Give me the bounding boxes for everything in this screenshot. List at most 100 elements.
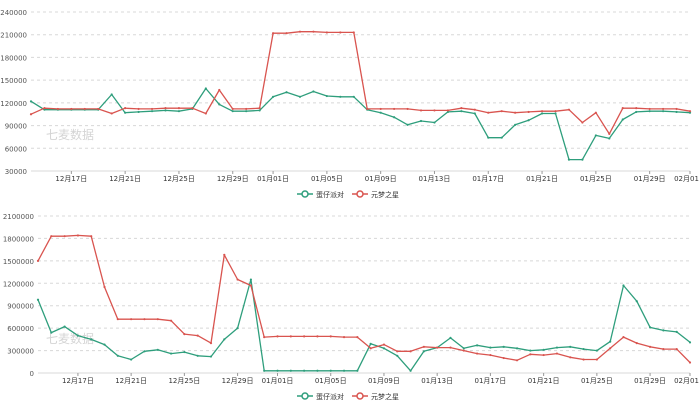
data-point [554,110,557,113]
data-point [316,335,319,338]
data-point [688,110,692,113]
data-point [567,108,571,111]
data-point [183,350,186,354]
data-point [103,285,106,289]
x-tick-label: 01月25日 [581,377,613,385]
data-point [514,123,517,126]
series-1 [29,87,692,161]
series-2 [36,234,692,364]
data-point [196,334,199,337]
data-point [29,100,33,103]
data-point [83,107,86,111]
data-point [460,110,463,113]
data-point [169,352,173,355]
data-point [177,107,181,110]
x-tick-label: 01月13日 [419,175,451,183]
data-point [594,111,597,114]
data-point [476,344,479,347]
y-tick-label: 180000 [0,54,27,62]
data-point [339,95,342,98]
data-point [621,107,624,110]
data-point [289,369,292,372]
x-tick-label: 01月01日 [257,175,289,183]
legend[interactable]: 蛋仔派对 元梦之星 [297,190,399,199]
data-point [635,341,638,345]
y-tick-label: 1800000 [3,235,34,243]
data-point [529,353,532,356]
data-point [635,300,638,303]
data-point [594,134,597,137]
data-point [542,348,545,351]
legend-item-label: 元梦之星 [371,392,399,401]
y-tick-label: 60000 [5,145,27,153]
y-tick-label: 1200000 [3,280,34,288]
data-point [271,95,275,98]
data-point [422,345,425,348]
x-tick-label: 01月29日 [634,377,666,385]
data-point [249,278,252,281]
legend-item-label: 元梦之星 [371,190,399,199]
data-point [258,109,261,112]
y-tick-label: 300000 [7,348,34,356]
x-tick-label: 12月17日 [55,175,87,183]
legend[interactable]: 蛋仔派对 元梦之星 [297,392,399,401]
data-point [540,110,544,113]
data-point [515,359,519,362]
legend-swatch-dot [356,190,364,198]
data-point [409,369,412,372]
data-point [329,369,332,372]
data-point [393,107,396,111]
y-tick-label: 120000 [0,100,27,108]
x-tick-label: 01月21日 [528,377,560,385]
data-point [487,111,490,114]
x-tick-label: 01月25日 [580,175,612,183]
data-point [50,331,53,334]
x-tick-label: 02月01日 [674,377,700,385]
data-point [608,132,611,135]
data-point [595,358,598,361]
data-point [473,112,476,115]
data-point [156,348,159,351]
y-tick-label: 900000 [7,303,34,311]
data-point [581,158,584,161]
data-point [369,347,372,350]
watermark-logo: 七麦数据 [46,127,94,142]
data-point [527,110,530,114]
data-point [379,111,382,114]
data-point [63,235,66,238]
data-point [433,121,436,124]
data-point [487,136,490,139]
data-point [500,110,503,113]
series-line [30,87,691,161]
x-tick-label: 12月29日 [222,377,254,385]
data-point [312,90,315,93]
data-point [529,349,532,352]
data-point [43,107,46,110]
y-tick-label: 210000 [0,32,27,40]
y-tick-label: 90000 [5,123,27,131]
data-point [303,335,306,338]
data-point [567,158,571,161]
data-point [258,107,261,110]
data-point [209,341,213,345]
x-tick-label: 02月01日 [674,175,700,183]
data-point [303,369,306,372]
data-point [263,336,266,339]
data-point [236,327,239,330]
data-point [419,119,423,123]
data-point [527,119,530,122]
data-point [298,30,302,33]
data-point [329,335,332,338]
x-tick-label: 01月21日 [526,175,558,183]
data-point [196,354,199,357]
data-point [50,235,53,238]
data-point [150,107,154,111]
data-point [116,318,119,321]
data-point [406,107,409,111]
data-point [356,369,359,372]
data-point [473,108,476,111]
data-point [164,109,167,112]
data-point [609,347,612,350]
data-point [608,137,611,140]
